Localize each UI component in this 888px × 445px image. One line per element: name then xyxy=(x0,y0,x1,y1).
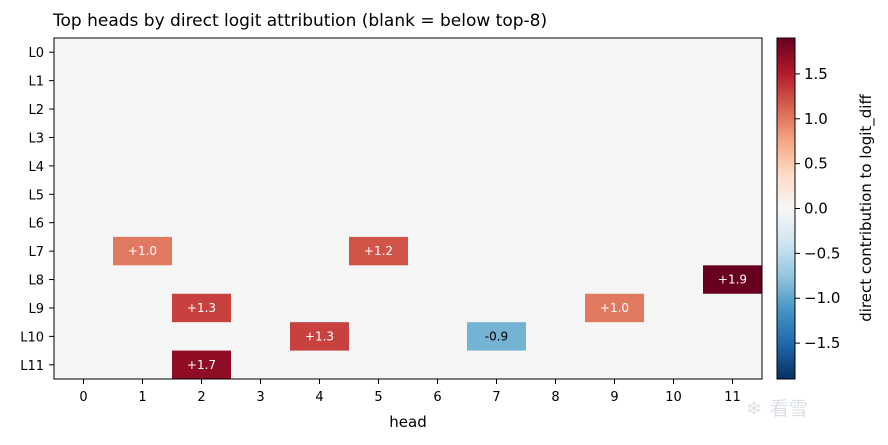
x-tick-label: 7 xyxy=(492,390,500,405)
x-tick-label: 1 xyxy=(138,390,146,405)
cell-value-label: +1.0 xyxy=(600,301,629,315)
colorbar-label: direct contribution to logit_diff xyxy=(857,94,876,322)
cell-value-label: +1.0 xyxy=(128,244,157,258)
x-tick-label: 9 xyxy=(610,390,618,405)
y-tick-label: L5 xyxy=(28,188,44,203)
heatmap-cell xyxy=(172,293,231,323)
plot-frame xyxy=(53,37,763,380)
cell-value-label: -0.9 xyxy=(485,329,508,343)
cell-value-label: +1.9 xyxy=(718,273,747,287)
x-tick-label: 2 xyxy=(197,390,205,405)
x-tick-label: 0 xyxy=(79,390,87,405)
x-tick-label: 8 xyxy=(551,390,559,405)
cell-value-label: +1.2 xyxy=(364,244,393,258)
colorbar-tick-label: 1.0 xyxy=(804,110,828,128)
colorbar-tick-label: −1.0 xyxy=(804,289,840,307)
x-tick-label: 10 xyxy=(665,390,682,405)
heatmap-cell xyxy=(290,322,349,351)
y-tick-label: L8 xyxy=(28,274,44,289)
heatmap-cell xyxy=(467,322,526,351)
heatmap-cell xyxy=(703,265,762,294)
cell-value-label: +1.3 xyxy=(305,329,334,343)
y-tick-label: L10 xyxy=(20,330,44,345)
colorbar-tick-label: −0.5 xyxy=(804,244,840,262)
colorbar-tick-label: 1.5 xyxy=(804,65,828,83)
colorbar-tick-label: 0.0 xyxy=(804,200,828,218)
colorbar-tick-label: 0.5 xyxy=(804,155,828,173)
heatmap-cell xyxy=(585,293,644,323)
y-tick-label: L3 xyxy=(28,131,44,146)
y-tick-label: L9 xyxy=(28,302,44,317)
snowflake-icon: ❄ xyxy=(746,398,762,420)
x-tick-label: 5 xyxy=(374,390,382,405)
plot-background xyxy=(54,38,762,379)
watermark-text: 看雪 xyxy=(770,398,808,420)
x-axis-label: head xyxy=(389,413,426,431)
x-tick-label: 3 xyxy=(256,390,264,405)
y-tick-label: L2 xyxy=(28,103,44,118)
colorbar-tick-label: −1.5 xyxy=(804,334,840,352)
y-tick-label: L0 xyxy=(28,46,44,61)
x-tick-label: 4 xyxy=(315,390,323,405)
chart-title: Top heads by direct logit attribution (b… xyxy=(52,11,547,31)
y-tick-label: L4 xyxy=(28,160,44,175)
watermark: ❄ 看雪 xyxy=(746,398,808,420)
heatmap-cell xyxy=(349,236,408,266)
y-tick-label: L11 xyxy=(20,359,44,374)
x-tick-label: 6 xyxy=(433,390,441,405)
x-tick-label: 11 xyxy=(724,390,741,405)
y-tick-label: L7 xyxy=(28,245,44,260)
cell-value-label: +1.3 xyxy=(187,301,216,315)
colorbar xyxy=(776,37,796,380)
y-tick-label: L6 xyxy=(28,217,44,232)
heatmap-cell xyxy=(172,350,231,379)
cell-value-label: +1.7 xyxy=(187,358,216,372)
y-tick-label: L1 xyxy=(28,75,44,90)
heatmap-cell xyxy=(113,236,172,266)
